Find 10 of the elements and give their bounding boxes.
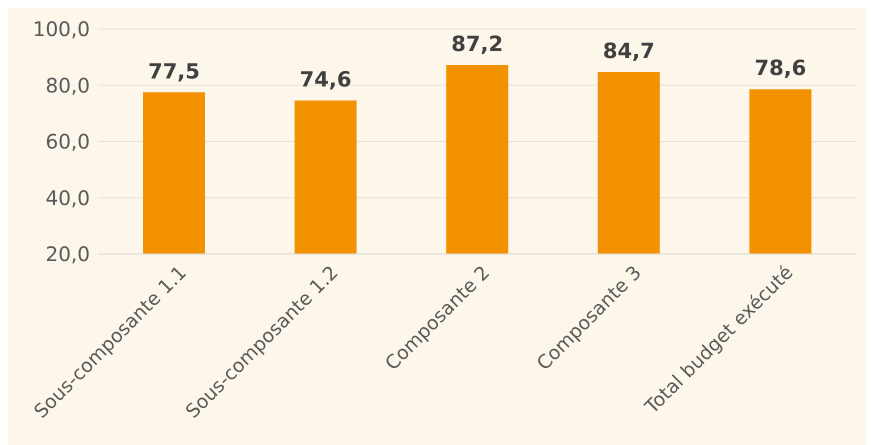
data-label: 78,6: [754, 56, 806, 80]
data-label: 77,5: [148, 59, 200, 84]
data-label: 84,7: [602, 39, 655, 64]
y-tick-label: 80,0: [45, 73, 90, 98]
data-label: 87,2: [451, 32, 504, 56]
y-tick-label: 40,0: [45, 186, 90, 210]
y-tick-label: 20,0: [45, 242, 90, 266]
y-tick-label: 60,0: [45, 130, 90, 154]
data-label: 74,6: [300, 67, 352, 92]
y-tick-label: 100,0: [32, 17, 90, 42]
